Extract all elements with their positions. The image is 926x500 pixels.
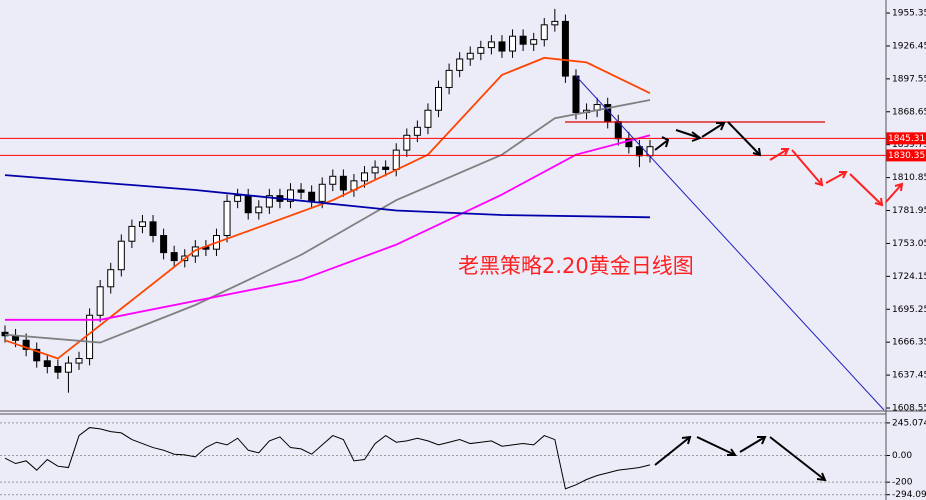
candle-body xyxy=(561,20,569,77)
y-tick-label: 1926.45 xyxy=(892,41,926,51)
trend-line xyxy=(574,74,885,411)
y-tick-label: -200 xyxy=(892,478,913,488)
candle-body xyxy=(265,195,273,208)
y-tick-label: 1695.25 xyxy=(892,305,926,315)
candle-body xyxy=(435,86,443,111)
candle-body xyxy=(286,189,294,202)
candle-body xyxy=(403,134,411,151)
candle-body xyxy=(540,24,548,41)
price-panel: 1955.35 1926.45 1897.55 1868.65 1839.75 1810.… xyxy=(0,9,926,414)
price-label-box xyxy=(886,149,926,162)
moving-average xyxy=(5,134,651,321)
candle-body xyxy=(329,175,337,185)
candle-body xyxy=(635,146,643,157)
candle-body xyxy=(530,39,538,45)
price-label-box xyxy=(886,132,926,145)
y-tick-label: 1781.95 xyxy=(892,206,926,216)
projection-arrows xyxy=(654,121,762,157)
candle-body xyxy=(117,240,125,271)
annotation: 老黑策略2.20黄金日线图 xyxy=(458,254,694,278)
y-tick-label: 1955.35 xyxy=(892,9,926,19)
candle-body xyxy=(43,360,51,367)
y-tick-label: 1753.05 xyxy=(892,239,926,249)
cci-panel: 245.0741 0.00 -200 -294.096 xyxy=(0,418,926,500)
candle-body xyxy=(392,149,400,170)
projection-arrows xyxy=(769,148,904,207)
candle-body xyxy=(64,362,72,373)
y-tick-label: -294.096 xyxy=(892,490,926,500)
candle-body xyxy=(509,35,517,52)
candle-body xyxy=(498,41,506,52)
candle-body xyxy=(487,41,495,49)
candle-body xyxy=(413,126,421,136)
candle-body xyxy=(96,286,104,316)
candle-body xyxy=(234,195,242,202)
y-tick-label: 1724.15 xyxy=(892,272,926,282)
candle-body xyxy=(382,166,390,170)
moving-average xyxy=(4,56,651,360)
y-tick-label: 1666.35 xyxy=(892,338,926,348)
candle-body xyxy=(22,339,30,350)
candle-body xyxy=(86,314,94,360)
candle-body xyxy=(466,52,474,60)
y-tick-label: 245.0741 xyxy=(892,418,926,428)
price-label: 1845.31 xyxy=(888,134,925,144)
candle-body xyxy=(371,166,379,174)
candle-body xyxy=(128,225,136,242)
cci-line xyxy=(4,427,651,490)
candle-body xyxy=(138,221,146,227)
cci-projection-arrows xyxy=(654,435,827,482)
y-tick-label: 1897.55 xyxy=(892,74,926,84)
candle-body xyxy=(160,235,168,254)
candle-body xyxy=(75,358,83,364)
candle-body xyxy=(33,348,41,362)
candle-body xyxy=(339,175,347,191)
candle-body xyxy=(477,47,485,54)
moving-average xyxy=(4,174,651,219)
candle-body xyxy=(551,20,559,26)
candle-body xyxy=(308,191,316,202)
candle-body xyxy=(519,35,527,45)
candle-body xyxy=(445,69,453,88)
candle-body xyxy=(255,206,263,214)
y-tick-label: 1608.55 xyxy=(892,404,926,414)
price-label: 1830.35 xyxy=(888,151,925,161)
moving-average xyxy=(4,99,651,344)
candle-body xyxy=(223,200,231,237)
candle-body xyxy=(107,269,115,288)
candle-body xyxy=(318,183,326,202)
y-tick-label: 1810.85 xyxy=(892,173,926,183)
y-tick-label: 1868.65 xyxy=(892,107,926,117)
candle-body xyxy=(149,221,157,237)
y-tick-label: 0.00 xyxy=(892,451,912,461)
candle-body xyxy=(54,365,62,373)
candle-body xyxy=(572,75,580,114)
candle-body xyxy=(170,252,178,262)
y-tick-label: 1839.75 xyxy=(892,140,926,150)
y-tick-label: 1637.45 xyxy=(892,371,926,381)
candle-body xyxy=(297,189,305,193)
candle-body xyxy=(424,109,432,128)
candle-body xyxy=(456,58,464,71)
candle-body xyxy=(361,172,369,182)
candle-body xyxy=(244,195,252,214)
